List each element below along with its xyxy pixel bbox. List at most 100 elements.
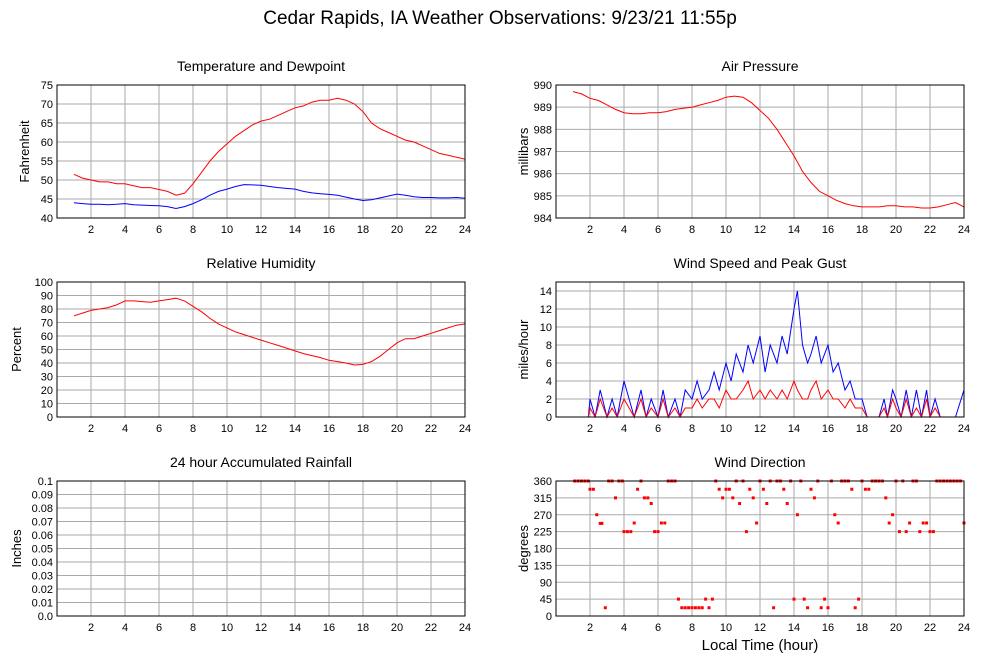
y-tick-label: 0 <box>47 412 53 424</box>
data-point <box>625 530 629 534</box>
y-tick-label: 60 <box>41 331 53 343</box>
data-point <box>792 597 796 601</box>
plot-frame <box>56 281 466 418</box>
y-tick-label: 988 <box>534 124 552 136</box>
data-point <box>863 487 867 491</box>
y-tick-label: 14 <box>540 286 552 298</box>
y-tick-label: 30 <box>41 372 53 384</box>
data-point <box>680 606 684 610</box>
y-tick-label: 8 <box>546 340 552 352</box>
x-tick-label: 24 <box>958 423 970 435</box>
data-point <box>908 521 912 525</box>
data-point <box>755 521 759 525</box>
y-tick-label: 0.02 <box>32 584 53 596</box>
y-tick-label: 12 <box>540 304 552 316</box>
x-tick-label: 18 <box>856 224 868 236</box>
chart-title: Air Pressure <box>721 58 798 74</box>
y-tick-label: 135 <box>534 560 552 572</box>
data-point <box>891 513 895 517</box>
x-tick-label: 18 <box>357 622 369 634</box>
y-tick-label: 987 <box>534 147 552 159</box>
plot-frame <box>555 480 965 617</box>
y-tick-label: 40 <box>41 213 53 225</box>
chart-title: Relative Humidity <box>207 255 316 271</box>
data-point <box>598 521 602 525</box>
chart-title: Wind Speed and Peak Gust <box>674 255 847 271</box>
data-point <box>595 513 599 517</box>
y-tick-label: 20 <box>41 385 53 397</box>
data-point <box>738 502 742 505</box>
data-point <box>600 521 604 525</box>
x-tick-label: 2 <box>587 622 593 634</box>
x-tick-label: 22 <box>924 423 936 435</box>
data-point <box>683 606 687 610</box>
data-point <box>717 487 721 491</box>
data-point <box>809 487 813 491</box>
y-axis-label: Fahrenheit <box>17 120 32 183</box>
x-tick-label: 8 <box>190 224 196 236</box>
x-tick-label: 14 <box>289 224 301 236</box>
x-tick-label: 24 <box>958 622 970 634</box>
data-point <box>603 606 607 610</box>
x-tick-label: 22 <box>425 622 437 634</box>
x-tick-label: 2 <box>88 423 94 435</box>
x-tick-label: 14 <box>788 423 800 435</box>
series-line-2 <box>573 379 964 419</box>
y-tick-label: 70 <box>41 318 53 330</box>
x-tick-label: 16 <box>323 622 335 634</box>
y-tick-label: 0.0 <box>38 611 53 623</box>
data-point <box>721 496 725 500</box>
data-point <box>782 487 786 491</box>
page-title: Cedar Rapids, IA Weather Observations: 9… <box>263 8 737 29</box>
x-tick-label: 22 <box>425 423 437 435</box>
x-tick-label: 24 <box>958 224 970 236</box>
x-tick-label: 6 <box>156 423 162 435</box>
data-point <box>928 530 932 534</box>
y-tick-label: 0.05 <box>32 544 53 556</box>
data-point <box>918 530 922 534</box>
data-point <box>897 530 901 534</box>
x-tick-label: 4 <box>621 224 627 236</box>
x-tick-label: 12 <box>754 224 766 236</box>
x-tick-label: 14 <box>289 622 301 634</box>
y-tick-label: 2 <box>546 394 552 406</box>
data-point <box>921 521 925 525</box>
x-tick-label: 6 <box>655 622 661 634</box>
y-tick-label: 990 <box>534 80 552 92</box>
x-tick-label: 4 <box>122 224 128 236</box>
x-tick-label: 10 <box>221 622 233 634</box>
data-point <box>676 597 680 601</box>
data-point <box>693 606 697 610</box>
y-axis-label: Percent <box>9 327 24 372</box>
data-point <box>744 530 748 534</box>
y-tick-label: 6 <box>546 358 552 370</box>
y-axis-label: Inches <box>9 529 24 568</box>
data-point <box>819 606 823 610</box>
series-line-1 <box>572 91 965 209</box>
y-tick-label: 0 <box>546 412 552 424</box>
y-tick-label: 0.08 <box>32 503 53 515</box>
y-tick-label: 0.07 <box>32 517 53 529</box>
y-tick-label: 100 <box>35 277 53 289</box>
x-tick-label: 4 <box>621 622 627 634</box>
x-tick-label: 10 <box>720 423 732 435</box>
x-tick-label: 10 <box>221 224 233 236</box>
x-tick-label: 6 <box>655 423 661 435</box>
y-tick-label: 55 <box>41 156 53 168</box>
y-tick-label: 4 <box>546 376 552 388</box>
x-tick-label: 24 <box>459 423 471 435</box>
x-tick-label: 4 <box>621 423 627 435</box>
x-tick-label: 12 <box>255 224 267 236</box>
y-tick-label: 984 <box>534 213 552 225</box>
data-point <box>707 606 711 610</box>
x-tick-label: 2 <box>88 224 94 236</box>
y-tick-label: 0 <box>546 611 552 623</box>
data-point <box>761 487 765 491</box>
data-point <box>826 606 830 610</box>
data-point <box>636 487 640 491</box>
data-point <box>802 597 806 601</box>
y-tick-label: 986 <box>534 169 552 181</box>
x-tick-label: 12 <box>754 423 766 435</box>
